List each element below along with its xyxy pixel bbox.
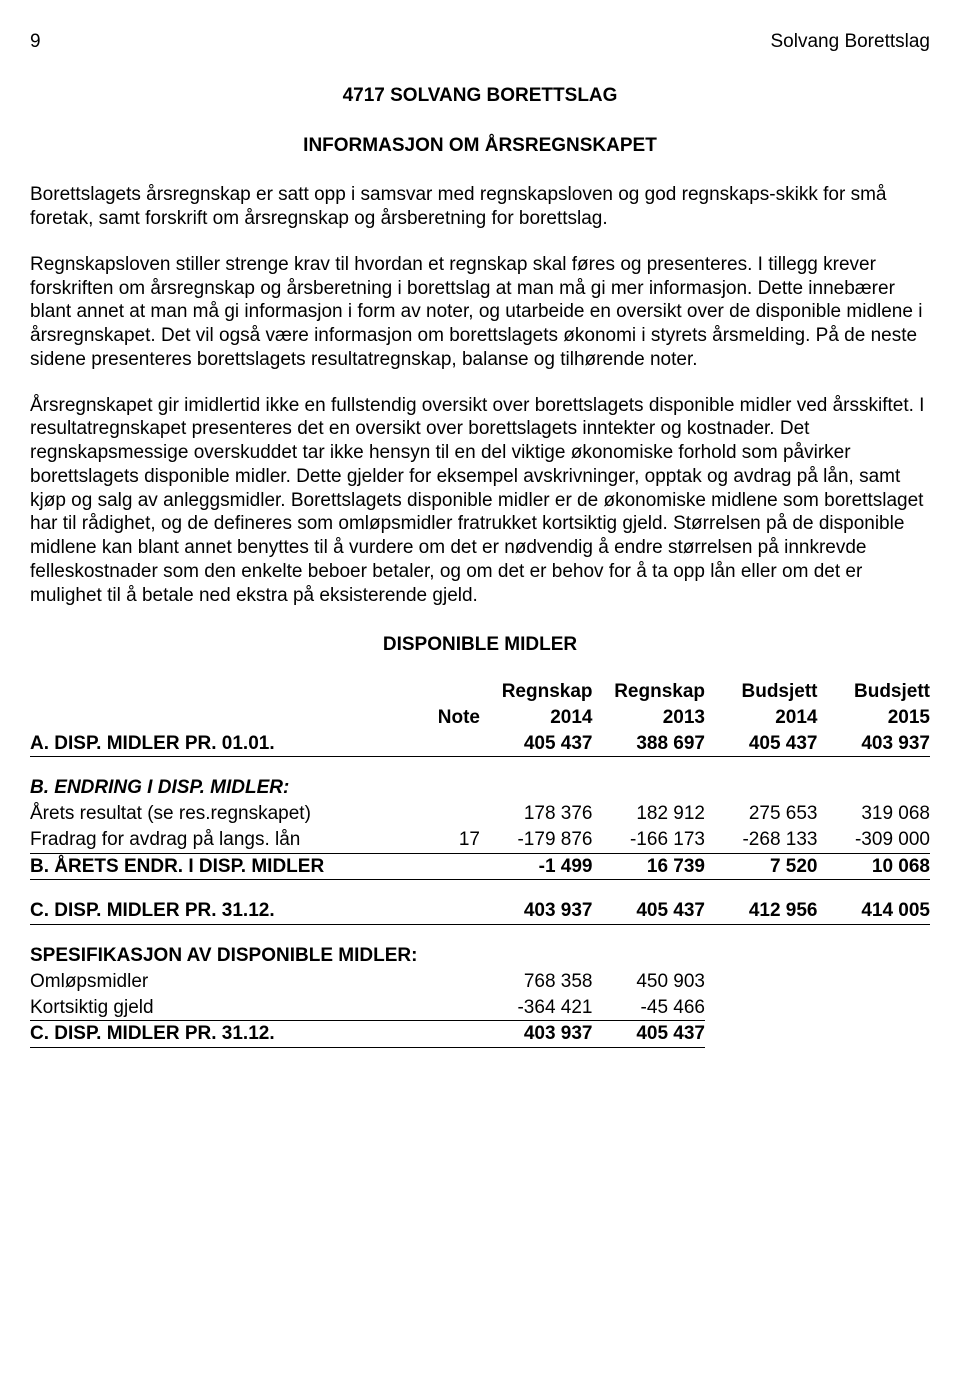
- row-b-heading: B. ENDRING I DISP. MIDLER:: [30, 775, 930, 801]
- row-s2-label: Kortsiktig gjeld: [30, 995, 408, 1021]
- col-head-budsjett-2015-bot: 2015: [818, 705, 931, 731]
- table-heading: DISPONIBLE MIDLER: [30, 633, 930, 657]
- row-csum-note: [408, 898, 480, 924]
- col-head-budsjett-2014-top: Budsjett: [705, 679, 818, 705]
- row-a-v4: 403 937: [818, 731, 931, 757]
- row-a-note: [408, 731, 480, 757]
- table-row: Kortsiktig gjeld -364 421 -45 466: [30, 995, 930, 1021]
- row-s1-note: [408, 969, 480, 995]
- col-head-budsjett-2015-top: Budsjett: [818, 679, 931, 705]
- row-s1-label: Omløpsmidler: [30, 969, 408, 995]
- row-b1-note: [408, 801, 480, 827]
- row-s1-v2: 450 903: [593, 969, 706, 995]
- paragraph-3: Årsregnskapet gir imidlertid ikke en ful…: [30, 394, 930, 608]
- col-head-note: Note: [408, 705, 480, 731]
- table-row: C. DISP. MIDLER PR. 31.12. 403 937 405 4…: [30, 1021, 930, 1047]
- row-b2-v1: -179 876: [480, 827, 593, 853]
- table-row: C. DISP. MIDLER PR. 31.12. 403 937 405 4…: [30, 898, 930, 924]
- row-b2-v4: -309 000: [818, 827, 931, 853]
- row-ssum-v2: 405 437: [593, 1021, 706, 1047]
- col-head-regnskap-2014-top: Regnskap: [480, 679, 593, 705]
- col-head-regnskap-2014-bot: 2014: [480, 705, 593, 731]
- row-spec-heading: SPESIFIKASJON AV DISPONIBLE MIDLER:: [30, 943, 930, 969]
- row-b1-v4: 319 068: [818, 801, 931, 827]
- row-csum-label: C. DISP. MIDLER PR. 31.12.: [30, 898, 408, 924]
- row-b2-label: Fradrag for avdrag på langs. lån: [30, 827, 408, 853]
- document-page: 9 Solvang Borettslag 4717 SOLVANG BORETT…: [0, 0, 960, 1088]
- row-s2-v2: -45 466: [593, 995, 706, 1021]
- row-b2-note: 17: [408, 827, 480, 853]
- table-row: Årets resultat (se res.regnskapet) 178 3…: [30, 801, 930, 827]
- page-number: 9: [30, 30, 41, 54]
- doc-name: Solvang Borettslag: [771, 30, 931, 54]
- row-csum-v1: 403 937: [480, 898, 593, 924]
- sub-title: INFORMASJON OM ÅRSREGNSKAPET: [30, 134, 930, 158]
- row-ssum-note: [408, 1021, 480, 1047]
- row-b1-v1: 178 376: [480, 801, 593, 827]
- table-row: Omløpsmidler 768 358 450 903: [30, 969, 930, 995]
- row-b2-v3: -268 133: [705, 827, 818, 853]
- row-csum-v3: 412 956: [705, 898, 818, 924]
- row-bsum-label: B. ÅRETS ENDR. I DISP. MIDLER: [30, 854, 408, 880]
- row-bsum-v1: -1 499: [480, 854, 593, 880]
- paragraph-1: Borettslagets årsregnskap er satt opp i …: [30, 183, 930, 231]
- table-header-row: Regnskap Regnskap Budsjett Budsjett: [30, 679, 930, 705]
- row-a-v1: 405 437: [480, 731, 593, 757]
- row-a-label: A. DISP. MIDLER PR. 01.01.: [30, 731, 408, 757]
- row-s1-v1: 768 358: [480, 969, 593, 995]
- paragraph-2: Regnskapsloven stiller strenge krav til …: [30, 253, 930, 372]
- row-bsum-v4: 10 068: [818, 854, 931, 880]
- row-csum-v4: 414 005: [818, 898, 931, 924]
- main-title: 4717 SOLVANG BORETTSLAG: [30, 84, 930, 108]
- row-ssum-label: C. DISP. MIDLER PR. 31.12.: [30, 1021, 408, 1047]
- row-b1-v3: 275 653: [705, 801, 818, 827]
- row-b1-v2: 182 912: [593, 801, 706, 827]
- row-csum-v2: 405 437: [593, 898, 706, 924]
- col-head-regnskap-2013-top: Regnskap: [593, 679, 706, 705]
- row-b2-v2: -166 173: [593, 827, 706, 853]
- row-bsum-note: [408, 854, 480, 880]
- page-header: 9 Solvang Borettslag: [30, 30, 930, 54]
- row-a-v2: 388 697: [593, 731, 706, 757]
- col-head-budsjett-2014-bot: 2014: [705, 705, 818, 731]
- col-head-regnskap-2013-bot: 2013: [593, 705, 706, 731]
- row-b1-label: Årets resultat (se res.regnskapet): [30, 801, 408, 827]
- row-a-v3: 405 437: [705, 731, 818, 757]
- row-ssum-v1: 403 937: [480, 1021, 593, 1047]
- table-row: A. DISP. MIDLER PR. 01.01. 405 437 388 6…: [30, 731, 930, 757]
- row-bsum-v3: 7 520: [705, 854, 818, 880]
- disponible-midler-table: Regnskap Regnskap Budsjett Budsjett Note…: [30, 679, 930, 1048]
- table-header-row: Note 2014 2013 2014 2015: [30, 705, 930, 731]
- row-bsum-v2: 16 739: [593, 854, 706, 880]
- table-row: SPESIFIKASJON AV DISPONIBLE MIDLER:: [30, 943, 930, 969]
- row-s2-note: [408, 995, 480, 1021]
- table-row: B. ÅRETS ENDR. I DISP. MIDLER -1 499 16 …: [30, 854, 930, 880]
- table-row: Fradrag for avdrag på langs. lån 17 -179…: [30, 827, 930, 853]
- row-s2-v1: -364 421: [480, 995, 593, 1021]
- table-row: B. ENDRING I DISP. MIDLER:: [30, 775, 930, 801]
